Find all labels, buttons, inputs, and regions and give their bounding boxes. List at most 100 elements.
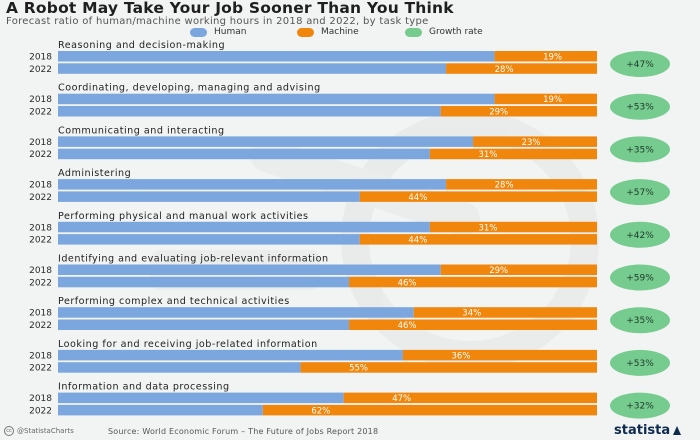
legend-item-machine: Machine [297,27,359,37]
bar-human [58,264,441,275]
legend-swatch-human [190,27,207,37]
chart-subtitle: Forecast ratio of human/machine working … [6,16,429,27]
bar-human [58,51,495,62]
bar-machine [343,392,597,404]
growth-badge [610,264,670,291]
bar-human [58,234,360,245]
bar-human [58,362,301,373]
bar-value-label: 44% [408,193,427,203]
bar-value-label: 36% [452,351,471,361]
group-label: Information and data processing [58,382,230,393]
bar-machine [262,404,597,416]
bar-machine [429,221,597,233]
group-label: Performing physical and manual work acti… [58,211,309,222]
bar-human [58,276,350,288]
bar-value-label: 44% [408,236,427,246]
bar-machine [440,264,597,275]
bar-value-label: 31% [478,223,497,233]
bar-machine [440,106,597,117]
bars-layer: Reasoning and decision-making 2018 19% 2022… [29,40,670,419]
year-label: 2018 [29,138,52,148]
bar-value-label: 46% [398,278,417,288]
legend-label-human: Human [214,27,247,37]
bar-machine [429,148,597,160]
bar-value-label: 23% [522,138,541,148]
year-label: 2022 [29,65,52,75]
brand-mark-icon [673,426,682,435]
bar-human [58,179,447,190]
bar-value-label: 19% [543,95,562,105]
year-label: 2022 [29,321,52,331]
group-label: Looking for and receiving job-related in… [58,339,318,350]
legend-item-human: Human [190,27,246,37]
legend-item-growth: Growth rate [405,27,483,37]
brand-text: statista [614,423,671,438]
bar-value-label: 31% [478,150,497,160]
bar-human [58,93,495,105]
growth-label: +53% [626,359,654,369]
growth-label: +57% [626,188,654,198]
bar-machine [494,51,597,62]
year-label: 2018 [29,223,52,233]
bar-value-label: 62% [311,406,330,416]
bar-human [58,106,441,117]
group-label: Reasoning and decision-making [58,40,225,51]
bar-value-label: 29% [489,108,508,118]
growth-badge [610,51,670,77]
bar-value-label: 34% [462,309,481,319]
legend-label-growth: Growth rate [429,27,483,37]
growth-label: +47% [626,60,654,70]
bar-machine [402,349,597,361]
bar-human [58,221,430,233]
year-label: 2018 [29,309,52,319]
bar-human [58,307,414,318]
growth-label: +42% [626,231,654,241]
bar-human [58,148,430,160]
bar-human [58,63,447,74]
bar-human [58,319,350,330]
bar-human [58,349,403,361]
chart-title: A Robot May Take Your Job Sooner Than Yo… [6,0,454,17]
year-label: 2018 [29,95,52,105]
growth-badge [610,349,670,376]
year-label: 2018 [29,394,52,404]
bar-value-label: 19% [543,53,562,63]
year-label: 2018 [29,351,52,361]
growth-badge [610,179,670,206]
brand-logo: statista [614,423,682,438]
bar-machine [349,276,597,288]
bar-human [58,404,263,416]
growth-badge [610,392,670,419]
year-label: 2022 [29,364,52,374]
group-label: Coordinating, developing, managing and a… [58,83,321,94]
growth-badge [610,136,670,163]
legend-swatch-growth [405,27,422,37]
group-label: Communicating and interacting [58,125,225,136]
credit-text: @StatistaCharts [17,427,74,435]
bar-machine [359,234,597,245]
bar-human [58,191,360,202]
bar-machine [446,179,597,190]
year-label: 2022 [29,406,52,416]
bar-machine [494,93,597,105]
bar-value-label: 28% [495,181,514,191]
footer-credit: cc @StatistaCharts [4,426,74,436]
year-label: 2022 [29,278,52,288]
bar-value-label: 47% [392,394,411,404]
year-label: 2022 [29,236,52,246]
year-label: 2022 [29,108,52,118]
bar-value-label: 29% [489,266,508,276]
bar-machine [413,307,597,318]
year-label: 2018 [29,266,52,276]
growth-label: +35% [626,316,654,326]
bar-machine [359,191,597,202]
group-label: Administering [58,168,131,179]
group-label: Identifying and evaluating job-relevant … [58,254,329,265]
year-label: 2022 [29,150,52,160]
bar-machine [473,136,597,147]
growth-label: +35% [626,145,654,155]
year-label: 2018 [29,181,52,191]
bar-human [58,392,344,404]
bar-machine [300,362,597,373]
